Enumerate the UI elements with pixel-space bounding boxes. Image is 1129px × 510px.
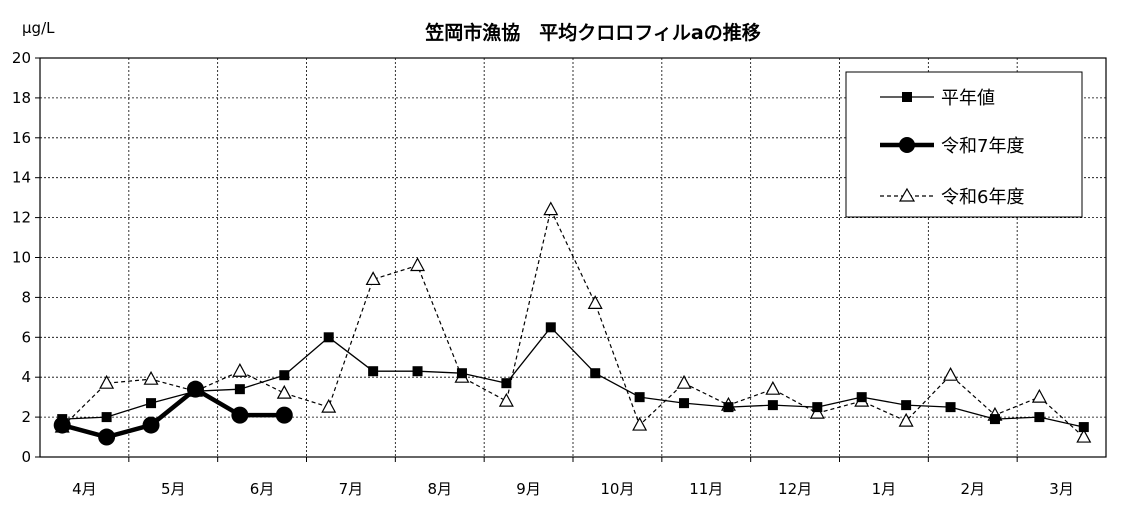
data-point (498, 392, 514, 407)
y-tick-label: 16 (12, 129, 31, 147)
data-point (365, 271, 381, 286)
data-point (856, 392, 867, 403)
data-point (501, 378, 512, 389)
data-point (901, 400, 912, 411)
legend-label: 令和7年度 (941, 136, 1024, 157)
x-tick-label: 3月 (1049, 480, 1074, 498)
x-axis: 4月 5月 6月 7月 8月 9月 10月 11月 12月 1月 2月 3月 (72, 457, 1074, 498)
series-0 (57, 322, 1089, 433)
y-tick-label: 6 (21, 328, 31, 346)
data-point (412, 366, 423, 377)
x-tick-label: 8月 (427, 480, 452, 498)
data-point (232, 362, 248, 377)
data-point (812, 402, 823, 413)
y-tick-label: 8 (21, 288, 31, 306)
data-point (767, 400, 778, 411)
data-point (276, 384, 292, 399)
x-tick-label: 12月 (778, 480, 812, 498)
series-line (61, 386, 285, 440)
data-point (590, 368, 601, 379)
data-point (1076, 428, 1092, 443)
triangle-marker-icon (898, 187, 916, 202)
x-tick-label: 4月 (72, 480, 97, 498)
data-point (323, 332, 334, 343)
data-point (98, 428, 116, 446)
legend-label: 令和6年度 (941, 187, 1024, 208)
data-point (634, 392, 645, 403)
y-tick-label: 4 (21, 368, 31, 386)
legend-label: 平年値 (941, 88, 995, 109)
data-point (943, 366, 959, 381)
unit-label: μg/L (22, 19, 55, 37)
data-point (543, 201, 559, 216)
data-point (989, 414, 1000, 425)
y-tick-label: 14 (12, 169, 31, 187)
square-marker-icon (902, 92, 912, 102)
circle-marker-icon (899, 137, 915, 153)
data-point (1078, 422, 1089, 433)
data-point (234, 384, 245, 395)
legend-item-r7: 令和7年度 (880, 136, 1024, 157)
x-tick-label: 2月 (960, 480, 985, 498)
y-tick-label: 20 (12, 49, 31, 67)
data-point (679, 398, 690, 409)
y-axis: 0 2 4 6 8 10 12 14 16 18 20 (12, 49, 40, 466)
data-point (1034, 412, 1045, 423)
data-point (898, 412, 914, 427)
x-tick-label: 5月 (161, 480, 186, 498)
x-tick-label: 9月 (516, 480, 541, 498)
data-point (53, 416, 71, 434)
data-point (545, 322, 556, 333)
series-layer (53, 201, 1092, 446)
data-point (676, 374, 692, 389)
series-line (62, 326, 1084, 428)
data-point (275, 406, 293, 424)
data-point (231, 406, 249, 424)
legend: 平年値 令和7年度 令和6年度 (845, 71, 1083, 218)
data-point (143, 370, 159, 385)
data-point (279, 370, 290, 381)
y-tick-label: 0 (21, 448, 31, 466)
x-tick-label: 7月 (339, 480, 364, 498)
data-point (456, 368, 467, 379)
chart-title: 笠岡市漁協 平均クロロフィルaの推移 (424, 21, 760, 44)
y-tick-label: 12 (12, 209, 31, 227)
y-tick-label: 18 (12, 89, 31, 107)
x-tick-label: 11月 (689, 480, 723, 498)
data-point (723, 402, 734, 413)
x-tick-label: 1月 (872, 480, 897, 498)
data-point (99, 374, 115, 389)
data-point (765, 380, 781, 395)
data-point (321, 398, 337, 413)
data-point (101, 412, 112, 423)
data-point (142, 416, 160, 434)
data-point (186, 380, 204, 398)
series-line (61, 209, 1085, 438)
legend-item-normal: 平年値 (880, 88, 995, 109)
data-point (146, 398, 157, 409)
series-1 (53, 380, 293, 446)
data-point (632, 416, 648, 431)
legend-item-r6: 令和6年度 (880, 187, 1024, 208)
data-point (1031, 388, 1047, 403)
data-point (945, 402, 956, 413)
x-tick-label: 10月 (600, 480, 634, 498)
data-point (368, 366, 379, 377)
data-point (587, 295, 603, 309)
data-point (410, 257, 426, 272)
y-tick-label: 2 (21, 408, 31, 426)
y-tick-label: 10 (12, 249, 31, 267)
x-tick-label: 6月 (250, 480, 275, 498)
